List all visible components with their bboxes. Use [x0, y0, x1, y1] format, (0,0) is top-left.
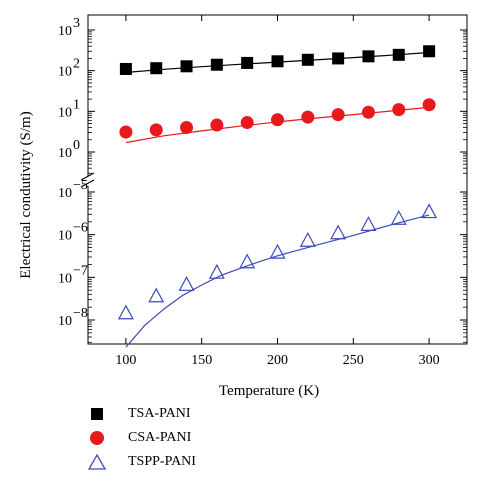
- data-point-csa-pani: [240, 116, 254, 130]
- y-tick-label: 10: [58, 105, 72, 120]
- data-point-tsa-pani: [119, 62, 132, 75]
- data-point-csa-pani: [210, 118, 224, 132]
- data-point-tsa-pani: [392, 48, 405, 61]
- data-point-csa-pani: [119, 125, 133, 139]
- y-tick-exponent: 0: [73, 138, 80, 153]
- y-tick-label: 10: [58, 186, 72, 201]
- data-point-csa-pani: [422, 98, 436, 112]
- y-tick-exponent: 3: [73, 16, 80, 31]
- x-tick-label: 300: [419, 353, 440, 368]
- data-point-tsa-pani: [301, 53, 314, 66]
- y-tick-label: 10: [58, 271, 72, 286]
- legend: TSA-PANI CSA-PANI TSPP-PANI: [80, 402, 196, 474]
- data-point-csa-pani: [301, 110, 315, 124]
- legend-marker-triangle: [80, 452, 114, 472]
- y-tick-label: 10: [58, 229, 72, 244]
- legend-item-csa: CSA-PANI: [80, 426, 196, 450]
- legend-marker-square: [80, 404, 114, 424]
- data-point-tspp-pani: [299, 232, 316, 247]
- data-point-tspp-pani: [390, 209, 407, 225]
- x-tick-label: 150: [191, 353, 212, 368]
- legend-label-csa: CSA-PANI: [128, 430, 192, 445]
- data-point-tsa-pani: [180, 60, 193, 73]
- data-point-csa-pani: [331, 108, 345, 122]
- legend-label-tsa: TSA-PANI: [128, 406, 191, 421]
- y-tick-label: 10: [58, 24, 72, 39]
- chart-canvas: 100 150 200 250 300 10310210110010−510−610−7…: [18, 14, 468, 399]
- y-tick-exponent: −8: [73, 306, 88, 321]
- data-point-tsa-pani: [423, 45, 436, 58]
- axis-break-mark: [80, 179, 95, 188]
- data-point-csa-pani: [392, 103, 406, 117]
- data-point-tspp-pani: [421, 203, 438, 219]
- y-tick-label: 10: [58, 146, 72, 161]
- y-tick-exponent: 2: [73, 57, 80, 72]
- data-point-tsa-pani: [271, 55, 284, 68]
- y-tick-exponent: −6: [73, 221, 88, 236]
- data-point-tspp-pani: [269, 243, 286, 259]
- x-tick-label: 200: [267, 353, 288, 368]
- legend-label-tspp: TSPP-PANI: [128, 454, 196, 469]
- data-points: [117, 45, 438, 320]
- data-point-tsa-pani: [210, 58, 223, 71]
- fit-curves: [125, 51, 430, 348]
- data-point-csa-pani: [271, 113, 284, 127]
- axis-break-gap: [82, 176, 94, 186]
- x-axis-ticks: 100 150 200 250 300: [115, 15, 440, 368]
- y-tick-exponent: −5: [73, 178, 88, 193]
- legend-item-tspp: TSPP-PANI: [80, 450, 196, 474]
- data-point-tspp-pani: [360, 216, 377, 231]
- y-tick-label: 10: [58, 65, 72, 80]
- data-point-tspp-pani: [117, 304, 134, 320]
- y-axis-label: Electrical condutivity (S/m): [18, 111, 34, 278]
- data-point-tspp-pani: [178, 276, 195, 291]
- data-point-tsa-pani: [150, 62, 163, 75]
- x-axis-label: Temperature (K): [219, 383, 319, 399]
- x-tick-label: 100: [115, 353, 136, 368]
- x-tick-label: 250: [343, 353, 364, 368]
- data-point-tspp-pani: [239, 253, 256, 269]
- y-tick-exponent: 1: [73, 97, 80, 112]
- data-point-csa-pani: [361, 105, 375, 119]
- data-point-csa-pani: [149, 123, 163, 137]
- fit-curve-tspp-pani: [125, 214, 430, 348]
- data-point-tspp-pani: [208, 263, 225, 279]
- data-point-tsa-pani: [241, 56, 254, 69]
- data-point-tspp-pani: [330, 224, 347, 240]
- data-point-tsa-pani: [332, 52, 345, 65]
- y-tick-label: 10: [58, 314, 72, 329]
- axis-break-mark: [80, 172, 95, 181]
- data-point-tsa-pani: [362, 50, 375, 63]
- data-point-csa-pani: [180, 121, 194, 135]
- data-point-tspp-pani: [148, 287, 165, 303]
- legend-item-tsa: TSA-PANI: [80, 402, 196, 426]
- y-tick-exponent: −7: [73, 263, 88, 278]
- legend-marker-circle: [80, 428, 114, 448]
